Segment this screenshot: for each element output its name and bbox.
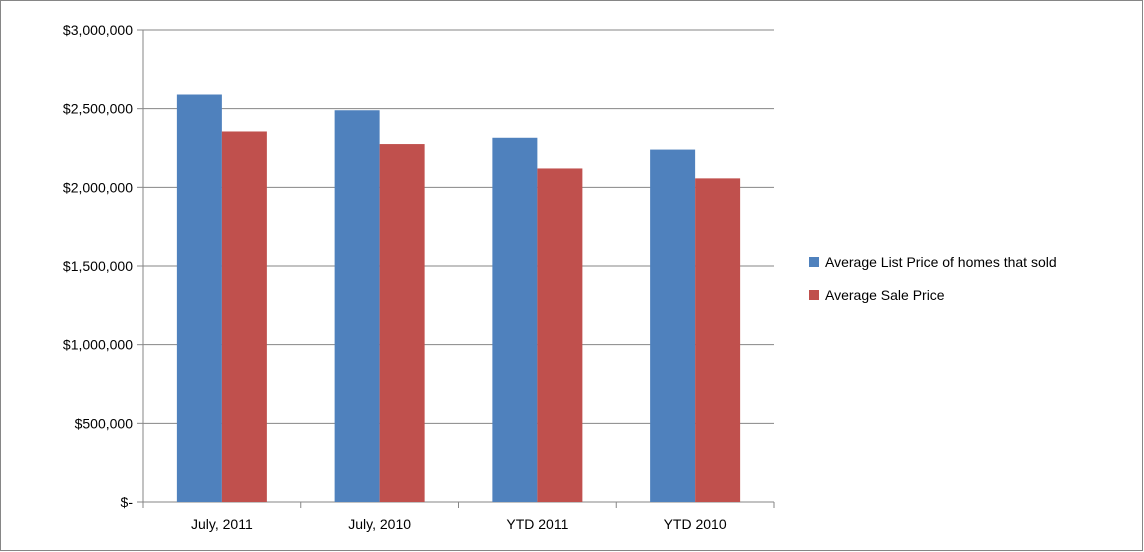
y-tick-label: $3,000,000 xyxy=(63,22,133,38)
bar-list-price xyxy=(650,149,696,502)
y-tick-label: $1,000,000 xyxy=(63,337,133,353)
x-tick-label: July, 2011 xyxy=(191,516,253,532)
y-tick-label: $1,500,000 xyxy=(63,258,133,274)
y-tick-label: $500,000 xyxy=(75,415,134,431)
y-tick-label: $- xyxy=(121,494,134,510)
x-tick-label: July, 2010 xyxy=(348,516,411,532)
y-tick-label: $2,500,000 xyxy=(63,101,133,117)
bar-sale-price xyxy=(537,168,583,502)
legend: Average List Price of homes that sold Ave… xyxy=(809,254,1057,303)
y-axis-tick-labels: $- $500,000 $1,000,000 $1,500,000 $2,000,000… xyxy=(63,22,133,510)
legend-swatch xyxy=(809,290,819,300)
bar-sale-price xyxy=(695,178,741,502)
bars xyxy=(176,94,741,503)
y-tick-label: $2,000,000 xyxy=(63,179,133,195)
bar-list-price xyxy=(176,94,222,503)
bar-sale-price xyxy=(221,131,267,503)
legend-label: Average Sale Price xyxy=(825,287,945,303)
x-tick-label: YTD 2011 xyxy=(506,516,568,532)
legend-label: Average List Price of homes that sold xyxy=(825,254,1057,270)
bar-list-price xyxy=(334,110,380,503)
x-axis-tick-labels: July, 2011 July, 2010 YTD 2011 YTD 2010 xyxy=(191,516,727,532)
bar-sale-price xyxy=(379,144,425,503)
legend-swatch xyxy=(809,257,819,267)
x-tick-label: YTD 2010 xyxy=(664,516,727,532)
bar-list-price xyxy=(492,137,538,503)
